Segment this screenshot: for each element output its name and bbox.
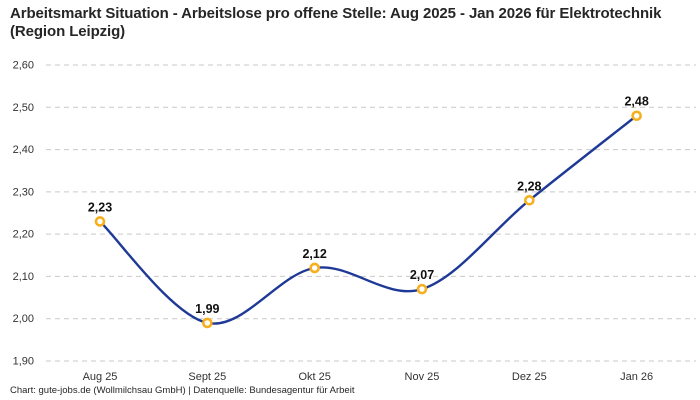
trend-line (98, 114, 638, 325)
y-tick-label: 2,50 (13, 102, 34, 114)
data-point-label: 2,12 (302, 247, 326, 261)
data-point-marker (309, 262, 320, 274)
chart-title: Arbeitsmarkt Situation - Arbeitslose pro… (10, 5, 662, 40)
data-point-label: 2,48 (624, 95, 648, 109)
y-tick-label: 2,00 (13, 313, 34, 325)
y-tick-label: 2,40 (13, 144, 34, 156)
data-point-label: 2,28 (517, 179, 541, 193)
data-point-label: 2,23 (88, 200, 112, 214)
chart-source-credit: Chart: gute-jobs.de (Wollmilchsau GmbH) … (10, 385, 355, 396)
data-point-marker (524, 195, 535, 206)
x-tick-label: Dez 25 (512, 371, 547, 383)
x-tick-label: Jan 26 (620, 371, 653, 383)
data-point-label: 2,07 (410, 268, 434, 282)
x-tick-label: Okt 25 (298, 371, 330, 383)
data-point-marker (416, 283, 428, 295)
data-point-marker (631, 110, 642, 122)
y-tick-label: 2,30 (13, 186, 34, 198)
x-tick-label: Nov 25 (405, 371, 440, 383)
x-tick-label: Aug 25 (83, 371, 118, 383)
data-point-label: 1,99 (195, 302, 219, 316)
x-tick-label: Sept 25 (188, 371, 226, 383)
y-tick-label: 2,60 (13, 60, 34, 72)
y-tick-label: 1,90 (13, 356, 34, 368)
y-tick-label: 2,10 (13, 271, 34, 283)
data-point-marker (94, 216, 106, 227)
y-tick-label: 2,20 (13, 229, 34, 241)
data-point-marker (202, 317, 213, 329)
